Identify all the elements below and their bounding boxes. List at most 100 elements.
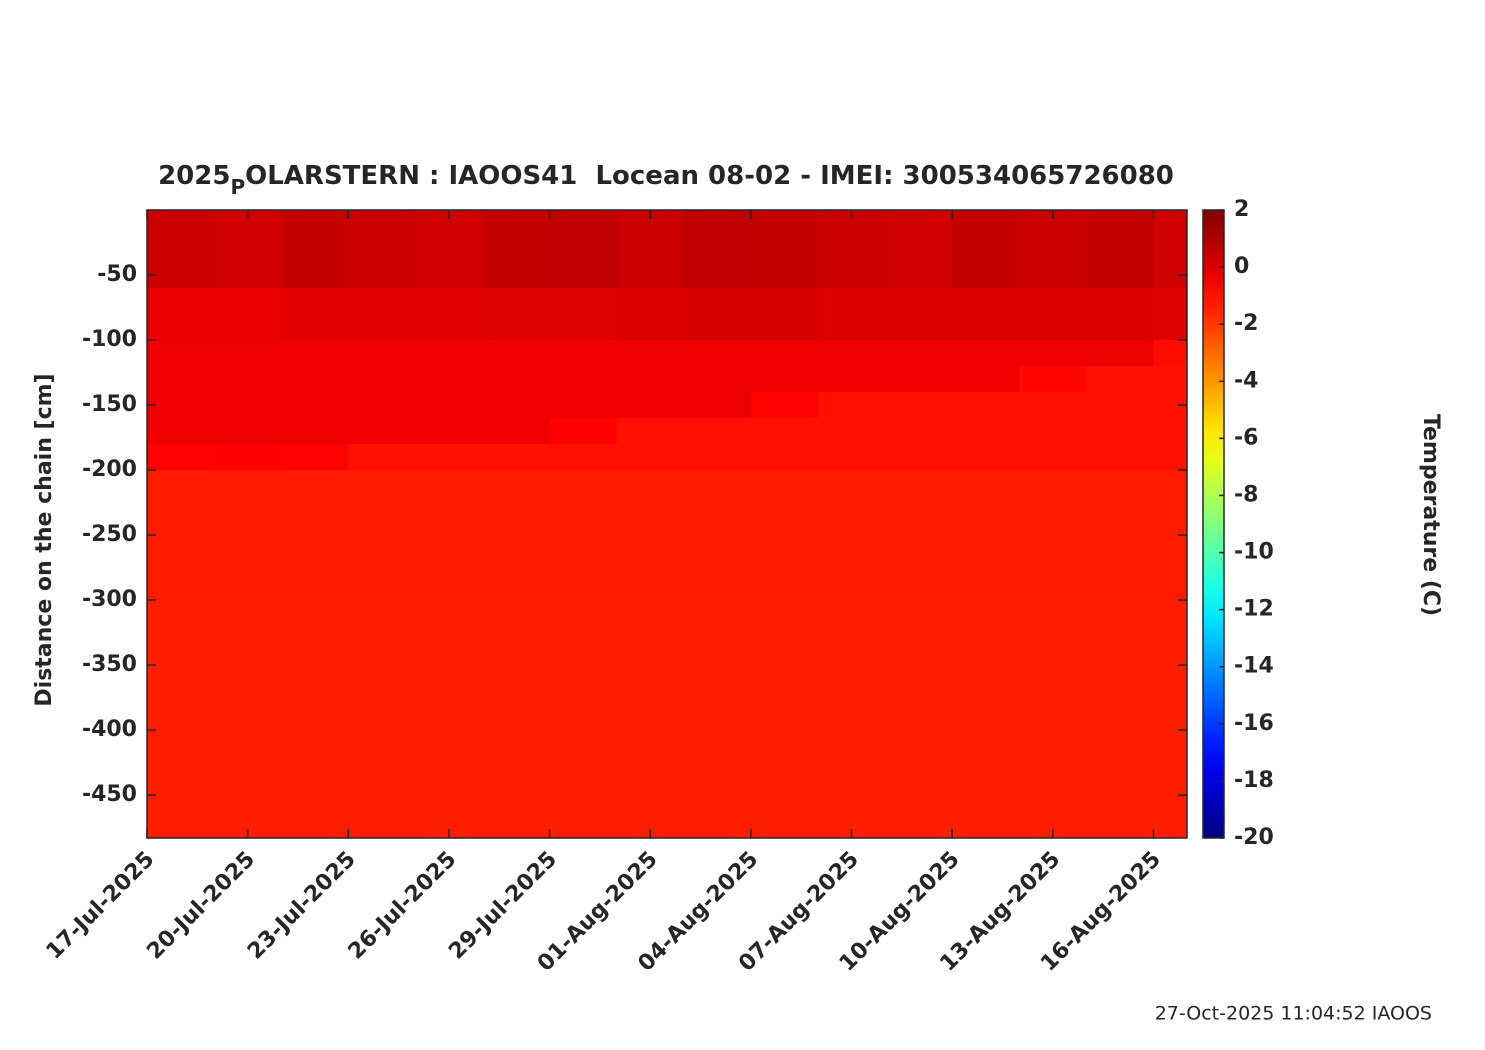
heat-cell	[1019, 730, 1087, 839]
heat-cell	[1086, 470, 1154, 601]
heat-cell	[1086, 288, 1154, 341]
heat-cell	[885, 444, 953, 471]
heat-cell	[616, 392, 685, 419]
heat-cell	[817, 470, 886, 601]
heat-cell	[1086, 366, 1154, 393]
heat-cell	[616, 340, 685, 367]
heat-cell	[616, 444, 685, 471]
heat-cell	[1019, 600, 1087, 731]
heat-cell	[549, 418, 618, 445]
heat-cell	[348, 392, 416, 419]
y-tick-label: -50	[97, 262, 137, 287]
heat-cell	[952, 600, 1020, 731]
heat-cell	[281, 600, 349, 731]
heat-cell	[750, 366, 819, 393]
heat-cell	[147, 210, 215, 289]
heat-cell	[147, 444, 215, 471]
colorbar-tick-label: -2	[1234, 311, 1258, 336]
footer: 27-Oct-2025 11:04:52 IAOOS	[1155, 1003, 1432, 1025]
heat-cell	[415, 288, 483, 341]
heat-cell	[1153, 288, 1188, 341]
heat-cell	[817, 418, 886, 445]
heat-cell	[885, 470, 953, 601]
heat-cell	[549, 730, 618, 839]
heat-cell	[348, 210, 416, 289]
heat-cell	[348, 340, 416, 367]
heat-cell	[415, 392, 483, 419]
heat-cell	[281, 340, 349, 367]
heat-cell	[1086, 600, 1154, 731]
colorbar-tick-label: -8	[1234, 482, 1258, 507]
heat-cell	[281, 444, 349, 471]
heat-cell	[549, 444, 618, 471]
heat-cell	[482, 366, 551, 393]
heat-cell	[147, 392, 215, 419]
heat-cell	[549, 470, 618, 601]
heat-cell	[750, 600, 819, 731]
heat-cell	[482, 288, 551, 341]
heat-cell	[348, 470, 416, 601]
heat-cell	[683, 340, 752, 367]
heat-cell	[415, 418, 483, 445]
heat-cell	[817, 366, 886, 393]
heat-cell	[415, 600, 483, 731]
heat-cell	[750, 288, 819, 341]
colorbar-tick-label: -14	[1234, 654, 1274, 679]
heat-cell	[750, 340, 819, 367]
heat-cell	[616, 730, 685, 839]
heat-cell	[885, 418, 953, 445]
y-tick-label: -150	[82, 392, 137, 417]
heat-cell	[549, 392, 618, 419]
heat-cell	[482, 444, 551, 471]
heat-cell	[1086, 730, 1154, 839]
heat-cell	[616, 366, 685, 393]
heat-cell	[214, 392, 282, 419]
colorbar-tick-label: -12	[1234, 597, 1274, 622]
y-tick-label: -350	[82, 652, 137, 677]
heat-cell	[281, 418, 349, 445]
heat-cell	[683, 288, 752, 341]
heat-cell	[147, 288, 215, 341]
heat-cell	[683, 366, 752, 393]
colorbar-tick-label: -4	[1234, 368, 1258, 393]
heat-cell	[750, 210, 819, 289]
heat-cell	[415, 444, 483, 471]
heat-cell	[348, 366, 416, 393]
heat-cell	[549, 600, 618, 731]
colorbar-frame	[1202, 209, 1225, 839]
heat-cell	[1019, 418, 1087, 445]
heat-cell	[281, 470, 349, 601]
heat-cell	[1086, 392, 1154, 419]
heat-cell	[817, 340, 886, 367]
heat-cell	[683, 444, 752, 471]
heat-cell	[482, 340, 551, 367]
colorbar-label: Temperature (C)	[1418, 414, 1443, 616]
heat-cell	[1153, 340, 1188, 367]
heat-cell	[147, 418, 215, 445]
heat-cell	[281, 366, 349, 393]
heat-cell	[683, 418, 752, 445]
heat-cell	[817, 392, 886, 419]
colorbar-tick-label: -10	[1234, 540, 1274, 565]
heat-cell	[482, 392, 551, 419]
heat-cell	[885, 210, 953, 289]
heat-cell	[549, 340, 618, 367]
heat-cell	[817, 730, 886, 839]
heat-cell	[214, 210, 282, 289]
heat-cell	[1019, 444, 1087, 471]
heat-cell	[348, 600, 416, 731]
heat-cell	[482, 210, 551, 289]
heat-cell	[683, 730, 752, 839]
heat-cell	[214, 366, 282, 393]
heat-cell	[1153, 366, 1188, 393]
colorbar-tick-label: -16	[1234, 711, 1274, 736]
heat-cell	[214, 730, 282, 839]
heat-cell	[885, 730, 953, 839]
heat-cell	[415, 210, 483, 289]
colorbar	[1203, 210, 1224, 838]
heat-cell	[281, 288, 349, 341]
heat-cell	[885, 366, 953, 393]
heat-cell	[348, 444, 416, 471]
heat-cell	[1019, 210, 1087, 289]
